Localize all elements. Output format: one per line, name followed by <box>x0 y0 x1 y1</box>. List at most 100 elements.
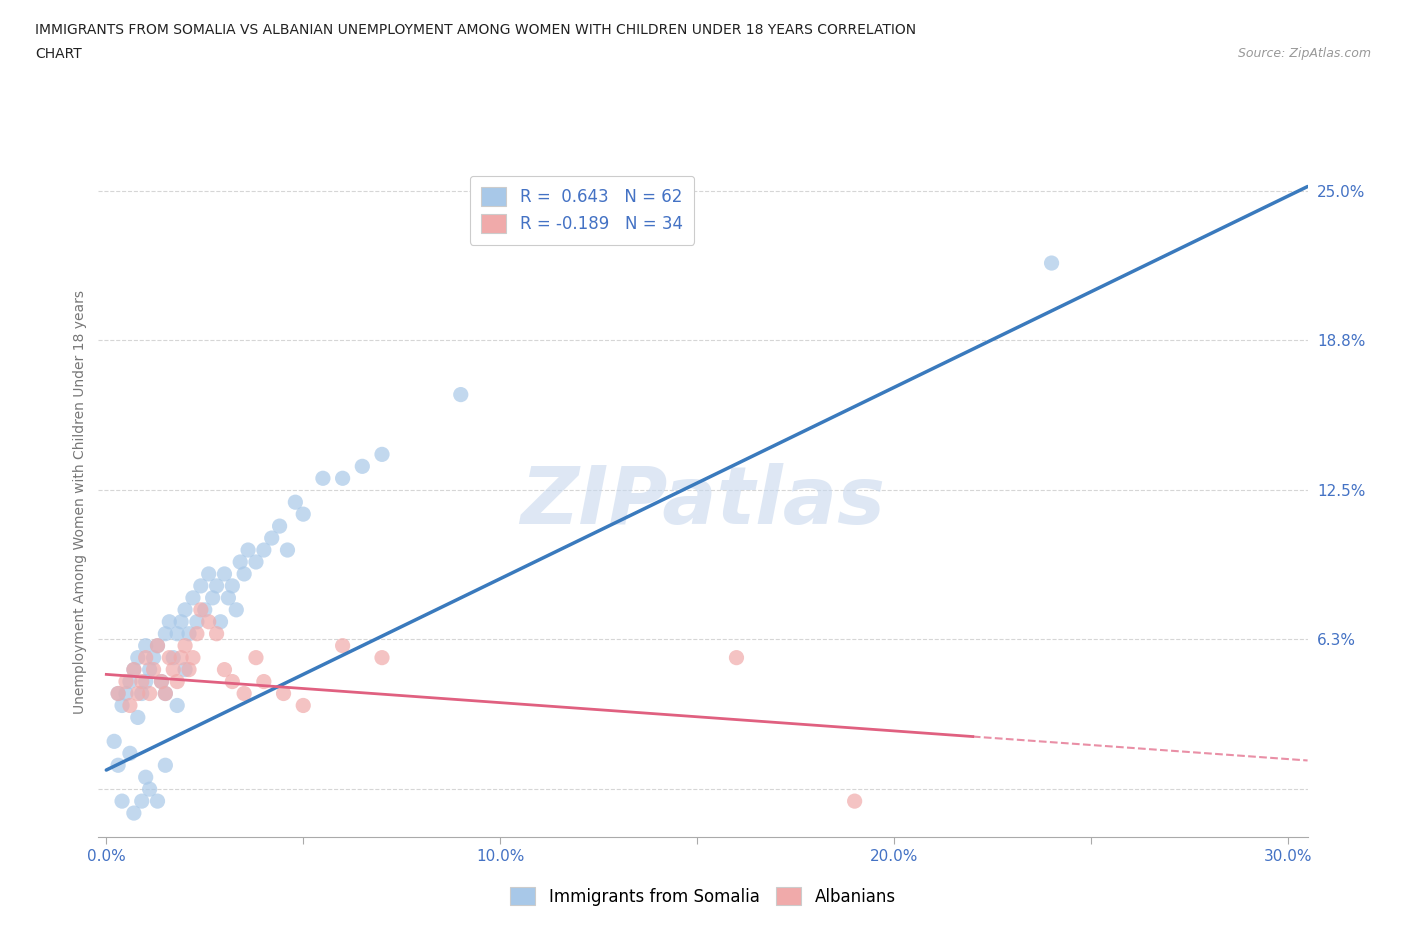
Point <box>150 674 173 689</box>
Point <box>118 698 141 713</box>
Point <box>312 471 335 485</box>
Point <box>292 507 315 522</box>
Point <box>107 686 129 701</box>
Point <box>138 662 160 677</box>
Point <box>146 638 169 653</box>
Point <box>103 734 125 749</box>
Text: IMMIGRANTS FROM SOMALIA VS ALBANIAN UNEMPLOYMENT AMONG WOMEN WITH CHILDREN UNDER: IMMIGRANTS FROM SOMALIA VS ALBANIAN UNEM… <box>35 23 917 37</box>
Point <box>174 662 197 677</box>
Point <box>245 554 267 569</box>
Point <box>138 782 160 797</box>
Point <box>260 531 283 546</box>
Point <box>118 674 141 689</box>
Point <box>332 638 354 653</box>
Point <box>174 603 197 618</box>
Point <box>122 805 145 820</box>
Point <box>177 626 200 641</box>
Point <box>150 674 173 689</box>
Point <box>107 758 129 773</box>
Point <box>221 674 243 689</box>
Point <box>170 615 193 630</box>
Point <box>217 591 239 605</box>
Point <box>122 662 145 677</box>
Point <box>166 674 188 689</box>
Point <box>725 650 748 665</box>
Point <box>245 650 267 665</box>
Point <box>209 615 232 630</box>
Point <box>194 603 217 618</box>
Point <box>181 650 204 665</box>
Point <box>205 626 228 641</box>
Point <box>157 650 180 665</box>
Point <box>292 698 315 713</box>
Point <box>186 615 208 630</box>
Point <box>115 686 138 701</box>
Point <box>371 650 394 665</box>
Point <box>162 662 184 677</box>
Text: Source: ZipAtlas.com: Source: ZipAtlas.com <box>1237 46 1371 60</box>
Point <box>197 615 219 630</box>
Point <box>155 686 177 701</box>
Point <box>205 578 228 593</box>
Point <box>142 662 165 677</box>
Point <box>273 686 295 701</box>
Point <box>332 471 354 485</box>
Point <box>111 698 134 713</box>
Point <box>146 793 169 808</box>
Legend: R =  0.643   N = 62, R = -0.189   N = 34: R = 0.643 N = 62, R = -0.189 N = 34 <box>470 176 695 245</box>
Point <box>253 542 276 557</box>
Point <box>162 650 184 665</box>
Point <box>284 495 307 510</box>
Point <box>197 566 219 581</box>
Point <box>1040 256 1063 271</box>
Point <box>450 387 472 402</box>
Point <box>127 650 149 665</box>
Point <box>214 662 236 677</box>
Point <box>122 662 145 677</box>
Point <box>107 686 129 701</box>
Point <box>201 591 224 605</box>
Point <box>190 578 212 593</box>
Point <box>233 686 256 701</box>
Point <box>233 566 256 581</box>
Point <box>146 638 169 653</box>
Point <box>177 662 200 677</box>
Point <box>155 626 177 641</box>
Point <box>111 793 134 808</box>
Point <box>229 554 252 569</box>
Point <box>181 591 204 605</box>
Point <box>170 650 193 665</box>
Point <box>371 447 394 462</box>
Point <box>131 793 153 808</box>
Point <box>225 603 247 618</box>
Point <box>135 638 157 653</box>
Point <box>142 650 165 665</box>
Point <box>127 686 149 701</box>
Text: ZIPatlas: ZIPatlas <box>520 463 886 541</box>
Point <box>118 746 141 761</box>
Point <box>236 542 259 557</box>
Point <box>127 710 149 724</box>
Point <box>186 626 208 641</box>
Point <box>166 626 188 641</box>
Point <box>131 686 153 701</box>
Point <box>131 674 153 689</box>
Point <box>221 578 243 593</box>
Point <box>115 674 138 689</box>
Point <box>138 686 160 701</box>
Point <box>155 758 177 773</box>
Point <box>190 603 212 618</box>
Point <box>844 793 866 808</box>
Point <box>214 566 236 581</box>
Legend: Immigrants from Somalia, Albanians: Immigrants from Somalia, Albanians <box>503 881 903 912</box>
Point <box>174 638 197 653</box>
Text: CHART: CHART <box>35 46 82 60</box>
Point <box>276 542 298 557</box>
Y-axis label: Unemployment Among Women with Children Under 18 years: Unemployment Among Women with Children U… <box>73 290 87 714</box>
Point <box>352 458 374 473</box>
Point <box>135 770 157 785</box>
Point <box>135 650 157 665</box>
Point <box>253 674 276 689</box>
Point <box>135 674 157 689</box>
Point <box>155 686 177 701</box>
